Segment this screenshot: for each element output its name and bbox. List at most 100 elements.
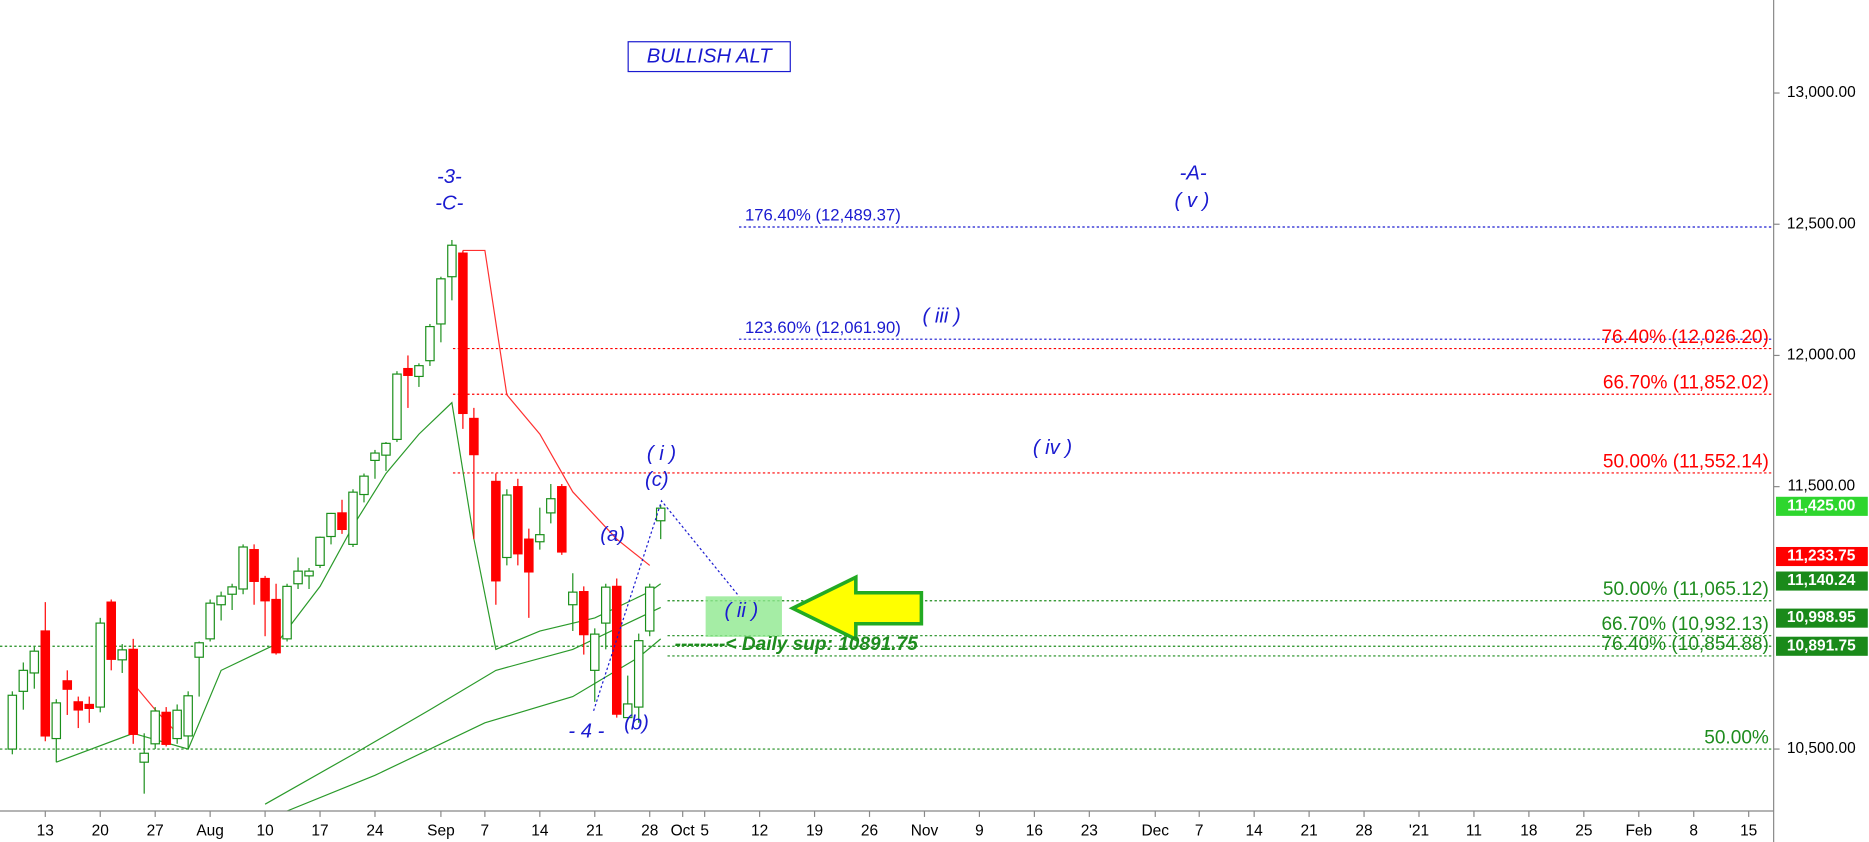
- candle-body: [84, 703, 95, 709]
- x-tick-label: 21: [1300, 822, 1317, 839]
- x-tick-label: Sep: [427, 822, 455, 839]
- level-label: 176.40% (12,489.37): [745, 206, 901, 225]
- candle-body: [40, 630, 51, 737]
- x-tick-label: Oct: [671, 822, 696, 839]
- support-note: --------< Daily sup: 10891.75: [675, 634, 918, 655]
- annotation: ( iii ): [923, 306, 961, 328]
- candle-body: [326, 512, 336, 538]
- candle-body: [293, 570, 303, 585]
- candle-body: [315, 536, 325, 566]
- candle-body: [117, 649, 127, 661]
- y-tick-label: 13,000.00: [1787, 84, 1856, 101]
- candle-body: [282, 585, 292, 640]
- wave-path: [593, 499, 740, 711]
- x-tick-label: Feb: [1625, 822, 1652, 839]
- candle-body: [238, 546, 248, 590]
- candle-body: [205, 602, 215, 640]
- level-label: 123.60% (12,061.90): [745, 318, 901, 337]
- annotation: ( v ): [1175, 190, 1210, 212]
- candle-body: [381, 442, 391, 456]
- candle-body: [546, 498, 556, 514]
- level-label: 66.70% (10,932.13): [1601, 614, 1768, 635]
- x-tick-label: 9: [975, 822, 984, 839]
- candle-body: [403, 367, 413, 376]
- x-tick-label: 12: [751, 822, 768, 839]
- x-tick-label: Nov: [911, 822, 939, 839]
- price-badge-label: 10,891.75: [1787, 637, 1856, 654]
- candle-body: [557, 486, 567, 553]
- candle-body: [491, 480, 501, 582]
- x-tick-label: 5: [700, 822, 709, 839]
- candle-body: [227, 586, 237, 595]
- y-tick-label: 11,500.00: [1787, 478, 1855, 495]
- candle-body: [7, 694, 18, 750]
- candle-body: [502, 494, 512, 559]
- level-label: 66.70% (11,852.02): [1603, 373, 1769, 394]
- x-tick-label: 7: [481, 822, 490, 839]
- candle-body: [337, 512, 347, 531]
- price-badge: [1776, 636, 1868, 656]
- candles: [7, 239, 666, 794]
- candle-body: [458, 252, 468, 415]
- candle-body: [425, 325, 435, 362]
- annotation: ( i ): [647, 443, 676, 465]
- level-label: 50.00%: [1704, 727, 1769, 748]
- price-badge-label: 11,140.24: [1787, 572, 1855, 589]
- candle-body: [348, 491, 358, 545]
- y-tick-label: 12,500.00: [1787, 215, 1856, 232]
- candle-body: [51, 702, 62, 740]
- candle-body: [436, 278, 446, 325]
- price-badge-label: 11,425.00: [1787, 497, 1855, 514]
- annotation: - 4 -: [568, 721, 604, 743]
- price-badge-label: 10,998.95: [1787, 609, 1856, 626]
- x-tick-label: 21: [586, 822, 603, 839]
- candle-body: [172, 709, 182, 740]
- annotation: (a): [600, 524, 625, 546]
- price-badge-label: 11,233.75: [1787, 548, 1855, 565]
- candle-body: [524, 538, 534, 573]
- y-tick-label: 12,000.00: [1787, 347, 1856, 364]
- price-badge: [1776, 608, 1868, 628]
- candle-body: [18, 669, 29, 692]
- candle-body: [414, 365, 424, 378]
- candle-body: [633, 640, 644, 708]
- candle-body: [150, 710, 160, 745]
- candle-body: [62, 680, 73, 690]
- levels: 176.40% (12,489.37) 123.60% (12,061.90) 76…: [0, 206, 1774, 750]
- x-tick-label: 25: [1575, 822, 1592, 839]
- price-badge: [1776, 496, 1868, 516]
- x-tick-label: 27: [147, 822, 164, 839]
- candle-body: [128, 648, 138, 735]
- x-tick-label: 15: [1740, 822, 1757, 839]
- candle-body: [216, 595, 226, 606]
- candle-body: [655, 507, 666, 522]
- candle-body: [260, 577, 270, 602]
- candle-body: [370, 452, 380, 462]
- axes: 10,500.00 11,500.00 12,000.00 12,500.00 13,0…: [37, 84, 1868, 839]
- x-tick-label: Aug: [196, 822, 224, 839]
- annotation: BULLISH ALT: [647, 46, 774, 68]
- candle-body: [359, 475, 369, 496]
- candle-body: [95, 622, 106, 708]
- x-tick-label: 16: [1026, 822, 1043, 839]
- candle-body: [139, 752, 149, 763]
- x-tick-label: 13: [37, 822, 54, 839]
- annotation: (c): [645, 469, 669, 491]
- candle-body: [183, 695, 193, 737]
- candle-body: [392, 373, 402, 441]
- target-zone: [705, 596, 782, 637]
- x-tick-label: 14: [531, 822, 549, 839]
- y-tick-label: 10,500.00: [1787, 740, 1856, 757]
- candle-body: [106, 601, 116, 660]
- x-tick-label: 8: [1689, 822, 1698, 839]
- candle-body: [447, 244, 457, 278]
- candle-body: [622, 703, 633, 719]
- candle-body: [194, 642, 204, 658]
- x-tick-label: Dec: [1141, 822, 1169, 839]
- annotation: ( iv ): [1033, 437, 1072, 459]
- price-badge: [1776, 546, 1868, 567]
- candle-body: [568, 591, 578, 606]
- x-tick-label: 24: [366, 822, 384, 839]
